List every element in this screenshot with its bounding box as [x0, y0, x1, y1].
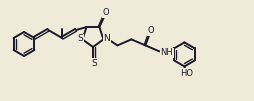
Text: S: S [91, 58, 97, 67]
Text: O: O [147, 26, 154, 35]
Text: NH: NH [160, 48, 172, 57]
Text: N: N [103, 34, 110, 43]
Text: S: S [77, 34, 83, 43]
Text: HO: HO [179, 69, 192, 78]
Text: O: O [102, 8, 109, 17]
